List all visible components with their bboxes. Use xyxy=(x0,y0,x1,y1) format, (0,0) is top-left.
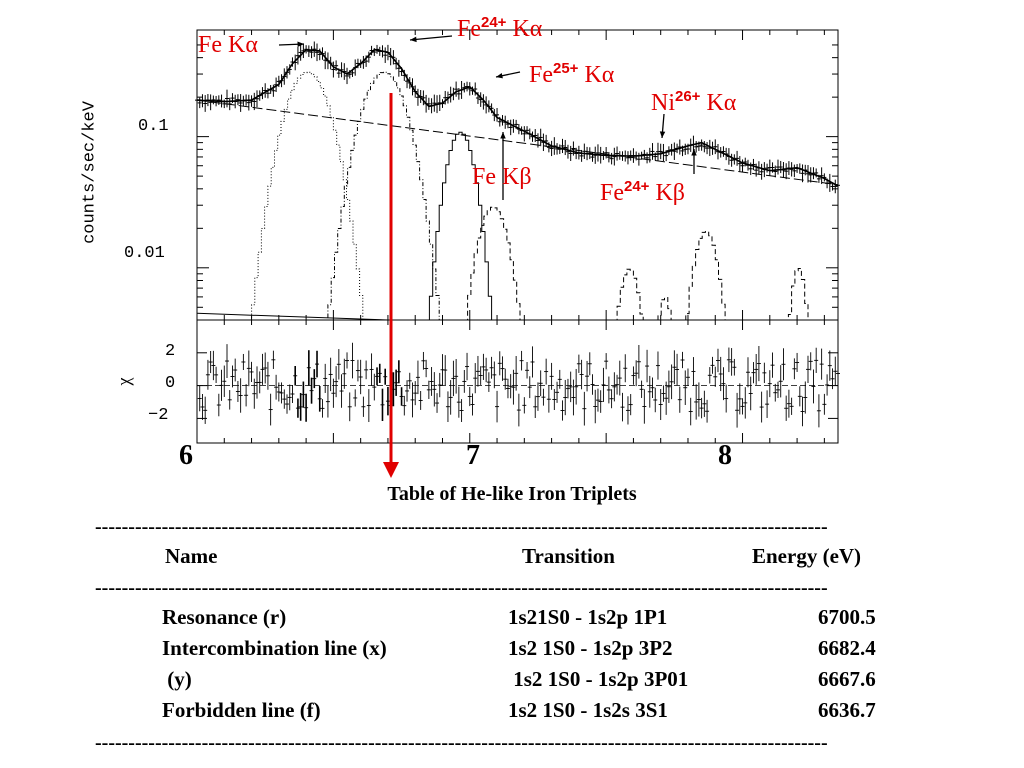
line-component xyxy=(669,231,742,321)
continuum-component xyxy=(196,312,388,321)
line-component xyxy=(641,297,688,321)
line-component xyxy=(419,131,502,321)
row-name: Resonance (r) xyxy=(162,605,287,629)
table-divider-top: ----------------------------------------… xyxy=(95,516,828,538)
spectrum-chart xyxy=(195,29,840,478)
row-energy: 6682.4 xyxy=(818,636,876,660)
header-name: Name xyxy=(165,544,218,568)
table-title: Table of He-like Iron Triplets xyxy=(387,483,637,505)
x-tick-7: 7 xyxy=(466,440,480,471)
annotation-ni26-ka: Ni26+ Kα xyxy=(651,88,737,116)
annotation-arrowhead xyxy=(500,132,506,139)
row-name: (y) xyxy=(162,667,192,691)
x-tick-6: 6 xyxy=(179,440,193,471)
annotation-arrowhead xyxy=(659,131,666,138)
red-marker-arrow xyxy=(383,93,399,478)
row-transition: 1s21S0 - 1s2p 1P1 xyxy=(508,605,668,629)
annotation-fe-ka: Fe Kα xyxy=(198,32,258,58)
row-name: Intercombination line (x) xyxy=(162,636,387,660)
annotation-arrowhead xyxy=(496,73,503,79)
residual-frame xyxy=(196,319,839,444)
residual-tick-0: 0 xyxy=(165,374,176,393)
y-tick-0-01: 0.01 xyxy=(124,244,165,263)
annotation-fe-kb: Fe Kβ xyxy=(472,164,532,190)
annotation-fe24-kb: Fe24+ Kβ xyxy=(600,178,685,206)
row-energy: 6636.7 xyxy=(818,698,876,722)
y-tick-0-1: 0.1 xyxy=(138,117,169,136)
row-transition: 1s2 1S0 - 1s2s 3S1 xyxy=(508,698,668,722)
line-component xyxy=(321,71,446,321)
residual-panel xyxy=(196,319,840,444)
residual-tick-2: 2 xyxy=(165,342,176,361)
annotation-fe25-ka: Fe25+ Kα xyxy=(529,60,615,88)
residual-tick-minus2: −2 xyxy=(148,406,169,425)
annotation-fe24-ka: Fe24+ Kα xyxy=(457,14,543,42)
row-energy: 6700.5 xyxy=(818,605,876,629)
row-transition: 1s2 1S0 - 1s2p 3P2 xyxy=(508,636,673,660)
table-divider-mid: ----------------------------------------… xyxy=(95,577,828,599)
line-component xyxy=(775,268,822,321)
annotation-arrowhead xyxy=(410,36,417,43)
line-component xyxy=(597,268,660,321)
row-transition: 1s2 1S0 - 1s2p 3P01 xyxy=(508,667,689,691)
continuum-line xyxy=(196,99,839,186)
table-divider-bottom: ----------------------------------------… xyxy=(95,732,828,754)
x-tick-8: 8 xyxy=(718,440,732,471)
spectrum-panel xyxy=(195,29,840,321)
header-energy: Energy (eV) xyxy=(752,544,862,568)
row-name: Forbidden line (f) xyxy=(162,698,321,722)
annotation-arrows xyxy=(278,35,697,478)
y-axis-label: counts/sec/keV xyxy=(80,101,100,244)
annotation-arrow xyxy=(409,35,453,41)
annotation-arrowhead xyxy=(297,41,304,47)
model-curve xyxy=(196,48,839,187)
header-transition: Transition xyxy=(522,544,615,568)
residual-axis-label: χ xyxy=(113,377,134,386)
row-energy: 6667.6 xyxy=(818,667,876,691)
annotation-arrowhead xyxy=(691,149,697,156)
red-marker-head xyxy=(383,462,399,478)
line-component xyxy=(245,71,370,321)
